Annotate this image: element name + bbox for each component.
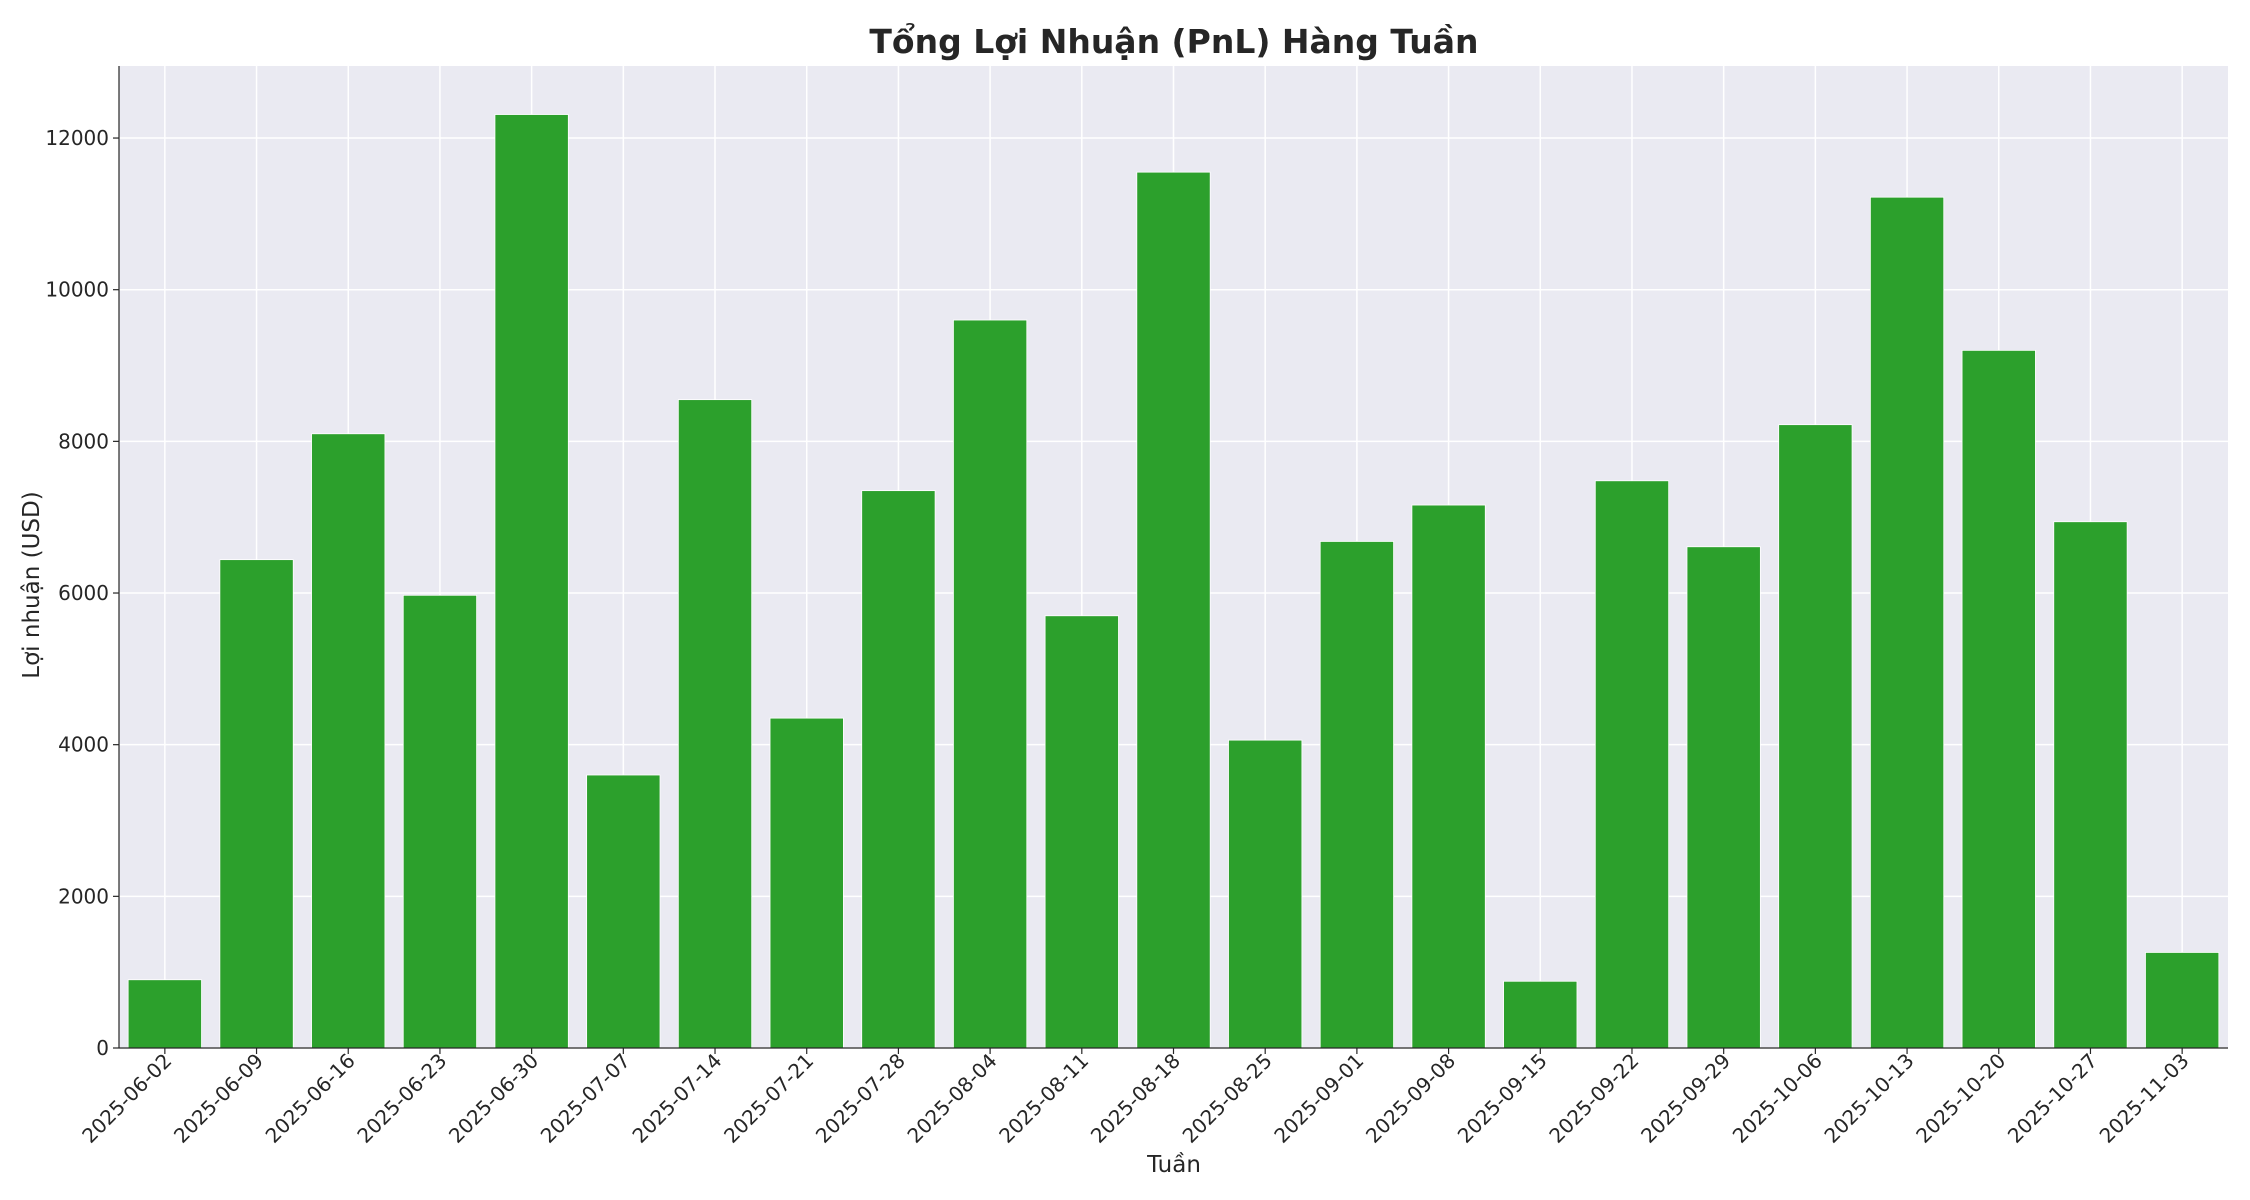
bar-2025-10-13	[1869, 196, 1945, 1049]
y-tick-label: 6000	[58, 581, 109, 605]
bar-2025-06-02	[127, 979, 202, 1049]
x-tick-label: 2025-08-04	[902, 1049, 1001, 1148]
x-tick-labels: 2025-06-022025-06-092025-06-162025-06-23…	[77, 1048, 2194, 1148]
x-tick-label: 2025-09-22	[1544, 1049, 1643, 1148]
bar-2025-07-21	[769, 717, 844, 1049]
x-tick-label: 2025-08-11	[994, 1049, 1093, 1148]
x-tick-label: 2025-11-03	[2095, 1049, 2194, 1148]
x-tick-label: 2025-06-30	[444, 1049, 543, 1148]
x-tick-label: 2025-10-06	[1728, 1049, 1827, 1148]
x-axis-label: Tuần	[1146, 1152, 1201, 1178]
bar-2025-09-08	[1411, 504, 1486, 1049]
y-axis-label: Lợi nhuận (USD)	[19, 491, 45, 678]
bar-2025-07-14	[677, 399, 753, 1049]
bar-2025-10-20	[1961, 349, 2036, 1049]
bar-2025-07-07	[586, 774, 661, 1049]
x-tick-label: 2025-08-25	[1178, 1049, 1277, 1148]
y-tick-label: 10000	[45, 278, 109, 302]
x-tick-label: 2025-09-01	[1269, 1049, 1368, 1148]
bar-2025-09-22	[1594, 480, 1670, 1049]
y-tick-label: 12000	[45, 126, 109, 150]
bar-2025-07-28	[861, 490, 936, 1049]
x-tick-label: 2025-07-28	[811, 1049, 910, 1148]
x-tick-label: 2025-10-27	[2003, 1049, 2102, 1148]
y-tick-label: 2000	[58, 884, 109, 908]
bars	[127, 114, 2220, 1049]
bar-2025-08-04	[953, 319, 1028, 1049]
bar-2025-06-09	[219, 559, 294, 1049]
x-tick-label: 2025-06-16	[261, 1049, 360, 1148]
bar-2025-06-23	[402, 594, 478, 1049]
x-tick-label: 2025-09-15	[1453, 1049, 1552, 1148]
bar-2025-09-29	[1686, 546, 1761, 1049]
y-tick-label: 8000	[58, 429, 109, 453]
x-tick-label: 2025-06-23	[352, 1049, 451, 1148]
bar-2025-11-03	[2145, 952, 2220, 1049]
y-tick-label: 0	[96, 1036, 109, 1060]
x-tick-label: 2025-06-02	[77, 1049, 176, 1148]
x-tick-label: 2025-09-08	[1361, 1049, 1460, 1148]
chart-title: Tổng Lợi Nhuận (PnL) Hàng Tuần	[869, 21, 1478, 61]
bar-2025-09-01	[1319, 541, 1394, 1049]
x-tick-label: 2025-08-18	[1086, 1049, 1185, 1148]
bar-2025-08-11	[1044, 615, 1119, 1049]
x-tick-label: 2025-10-13	[1819, 1049, 1918, 1148]
bar-2025-10-27	[2053, 521, 2128, 1049]
bar-2025-06-30	[494, 114, 569, 1049]
bar-2025-08-25	[1228, 739, 1303, 1049]
x-tick-label: 2025-09-29	[1636, 1049, 1735, 1148]
bar-2025-10-06	[1778, 424, 1853, 1049]
x-tick-label: 2025-07-07	[536, 1049, 635, 1148]
x-tick-label: 2025-07-14	[627, 1049, 726, 1148]
bar-2025-08-18	[1136, 171, 1211, 1049]
bar-2025-09-15	[1503, 980, 1578, 1049]
x-tick-label: 2025-07-21	[719, 1049, 818, 1148]
y-tick-label: 4000	[58, 733, 109, 757]
x-tick-label: 2025-06-09	[169, 1049, 268, 1148]
y-tick-labels: 0 2000 4000 6000 8000 10000 12000	[45, 126, 119, 1060]
bar-2025-06-16	[311, 433, 386, 1049]
x-tick-label: 2025-10-20	[1911, 1049, 2010, 1148]
